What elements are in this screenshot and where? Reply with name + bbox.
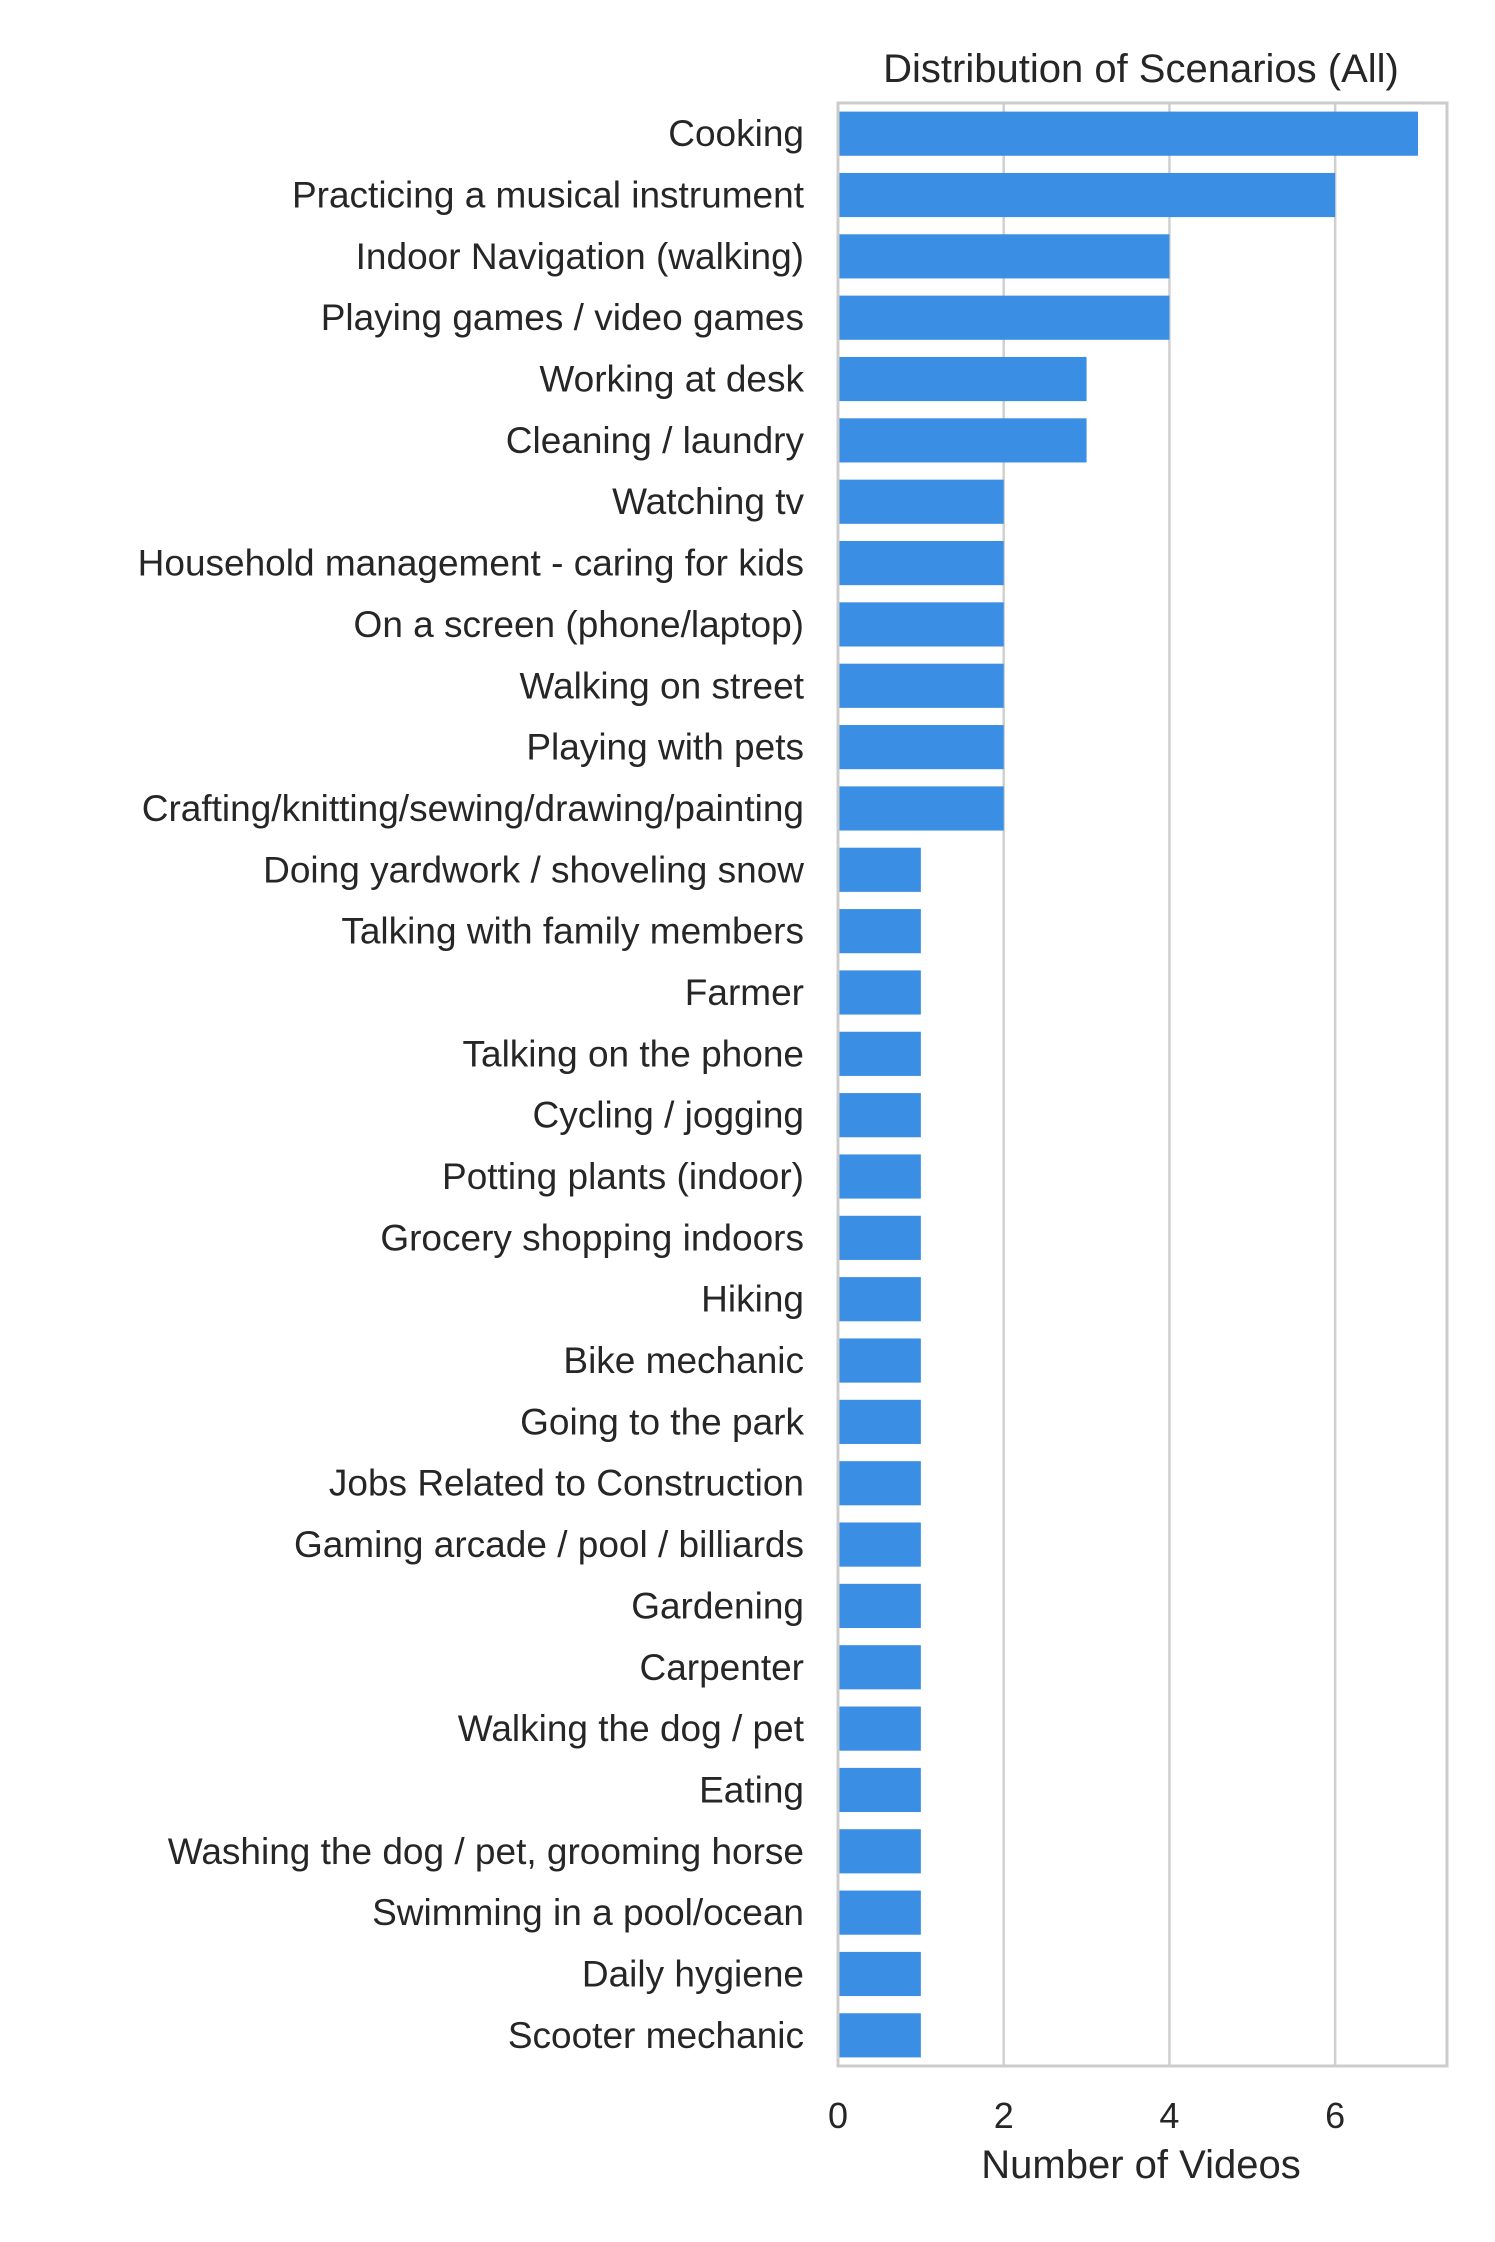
bar	[838, 663, 1004, 708]
y-tick-label: Cycling / jogging	[533, 1095, 804, 1136]
bar	[838, 1461, 921, 1506]
bar	[838, 1399, 921, 1444]
y-tick-label: Practicing a musical instrument	[292, 175, 805, 216]
x-tick-label: 2	[994, 2095, 1014, 2136]
bar	[838, 356, 1087, 402]
x-axis-label: Number of Videos	[981, 2143, 1300, 2187]
bar	[838, 1093, 921, 1138]
bar	[838, 602, 1004, 647]
bar	[838, 1277, 921, 1322]
y-tick-label: Carpenter	[639, 1647, 804, 1688]
y-tick-label: Daily hygiene	[582, 1953, 804, 1994]
y-tick-label: Playing with pets	[526, 727, 804, 768]
bar	[838, 295, 1170, 340]
bar	[838, 1154, 921, 1199]
bar	[838, 1522, 921, 1567]
bar	[838, 725, 1004, 770]
y-tick-label: Watching tv	[612, 481, 804, 522]
y-tick-labels: Cooking Practicing a musical instrument In…	[138, 113, 805, 2056]
bar	[838, 1338, 921, 1383]
y-tick-label: Talking on the phone	[463, 1033, 805, 1074]
y-tick-label: Crafting/knitting/sewing/drawing/paintin…	[142, 788, 804, 829]
bar	[838, 1031, 921, 1076]
bar	[838, 1829, 921, 1874]
plot-frame	[836, 101, 1449, 2068]
bar	[838, 540, 1004, 586]
bar	[838, 234, 1170, 279]
x-tick-label: 4	[1159, 2095, 1179, 2136]
y-tick-label: Jobs Related to Construction	[329, 1463, 804, 1504]
y-tick-label: Hiking	[701, 1279, 804, 1320]
bar	[838, 111, 1418, 156]
y-tick-label: Gaming arcade / pool / billiards	[294, 1524, 804, 1565]
y-tick-label: Household management - caring for kids	[138, 543, 804, 584]
y-tick-label: Farmer	[685, 972, 804, 1013]
y-tick-label: Walking on street	[520, 665, 805, 706]
bar	[838, 1706, 921, 1751]
bar	[838, 1645, 921, 1690]
y-tick-label: Eating	[699, 1769, 804, 1810]
y-tick-label: Gardening	[631, 1585, 804, 1626]
y-tick-label: Indoor Navigation (walking)	[356, 236, 804, 277]
y-tick-label: Washing the dog / pet, grooming horse	[168, 1831, 804, 1872]
bar	[838, 172, 1336, 218]
y-tick-label: Bike mechanic	[563, 1340, 804, 1381]
y-tick-label: Swimming in a pool/ocean	[372, 1892, 804, 1933]
y-tick-label: Cooking	[668, 113, 804, 154]
bar	[838, 970, 921, 1015]
y-tick-label: Scooter mechanic	[508, 2015, 804, 2056]
y-tick-label: Going to the park	[520, 1401, 804, 1442]
bar	[838, 786, 1004, 831]
bar	[838, 418, 1087, 463]
bar	[838, 1951, 921, 1997]
bar	[838, 847, 921, 892]
bars	[838, 111, 1418, 2058]
bar	[838, 2013, 921, 2058]
y-tick-label: Doing yardwork / shoveling snow	[263, 849, 804, 890]
y-tick-label: Grocery shopping indoors	[380, 1217, 804, 1258]
y-tick-label: Cleaning / laundry	[506, 420, 805, 461]
bar	[838, 909, 921, 954]
y-tick-label: Potting plants (indoor)	[442, 1156, 804, 1197]
bar	[838, 1767, 921, 1813]
bar	[838, 1890, 921, 1935]
chart-title: Distribution of Scenarios (All)	[883, 47, 1399, 91]
y-tick-label: Playing games / video games	[321, 297, 804, 338]
bar	[838, 1583, 921, 1629]
y-tick-label: On a screen (phone/laptop)	[354, 604, 804, 645]
y-tick-label: Talking with family members	[341, 911, 804, 952]
y-tick-label: Walking the dog / pet	[458, 1708, 805, 1749]
bar	[838, 1215, 921, 1260]
y-tick-label: Working at desk	[539, 359, 804, 400]
x-tick-label: 0	[828, 2095, 848, 2136]
x-tick-labels: 0 2 4 6	[828, 2095, 1345, 2136]
x-tick-label: 6	[1325, 2095, 1345, 2136]
bar	[838, 479, 1004, 524]
